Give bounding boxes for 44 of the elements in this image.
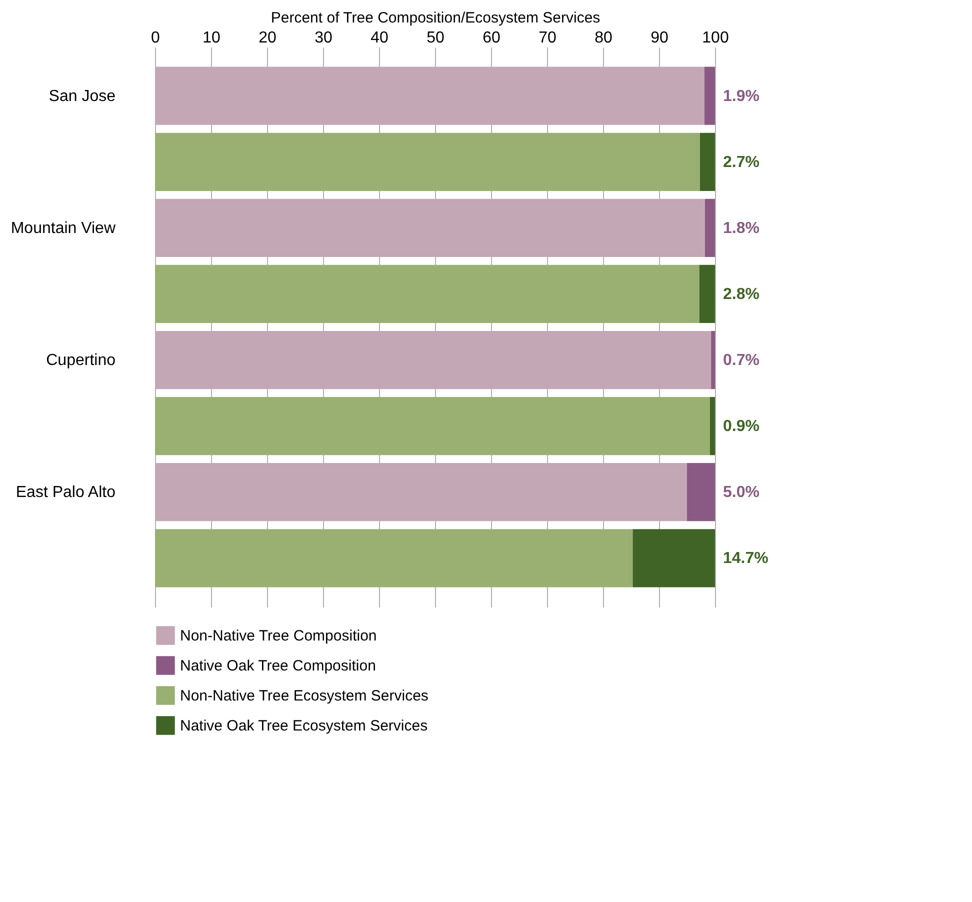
legend-label: Native Oak Tree Ecosystem Services bbox=[180, 718, 428, 734]
data-label: 0.7% bbox=[723, 352, 760, 370]
x-tick-label: 40 bbox=[370, 30, 388, 46]
bar bbox=[710, 397, 715, 456]
x-tick-label: 20 bbox=[258, 30, 276, 46]
data-label: 2.7% bbox=[723, 154, 760, 171]
data-label: 1.8% bbox=[723, 220, 760, 237]
x-tick-label: 10 bbox=[202, 30, 220, 46]
x-tick-label: 80 bbox=[594, 30, 612, 46]
x-tick-label: 60 bbox=[482, 30, 500, 46]
data-label: 14.7% bbox=[723, 550, 768, 568]
bar bbox=[711, 330, 715, 390]
bar bbox=[155, 330, 712, 390]
bar bbox=[700, 132, 715, 191]
y-tick-label: East Palo Alto bbox=[16, 484, 116, 502]
bar bbox=[155, 264, 700, 324]
data-label: 0.9% bbox=[723, 418, 760, 436]
y-tick-label: Cupertino bbox=[46, 352, 116, 370]
data-label: 5.0% bbox=[723, 484, 760, 502]
bar bbox=[155, 529, 633, 588]
bar bbox=[704, 66, 715, 125]
legend-label: Native Oak Tree Composition bbox=[180, 658, 376, 674]
x-tick-label: 0 bbox=[151, 30, 160, 46]
data-label: 1.9% bbox=[723, 88, 760, 105]
x-tick-label: 50 bbox=[426, 30, 444, 46]
bar bbox=[699, 264, 715, 324]
data-label: 2.8% bbox=[723, 286, 760, 303]
x-tick-label: 30 bbox=[314, 30, 332, 46]
bar bbox=[687, 463, 715, 522]
bar bbox=[155, 132, 700, 191]
legend-label: Non-Native Tree Ecosystem Services bbox=[180, 688, 428, 704]
x-tick-label: 100 bbox=[702, 30, 729, 46]
bar bbox=[632, 529, 715, 588]
bar bbox=[155, 66, 704, 125]
bar bbox=[155, 397, 710, 456]
bar bbox=[155, 463, 687, 522]
bar bbox=[155, 198, 705, 257]
y-tick-label: San Jose bbox=[48, 88, 116, 105]
legend-label: Non-Native Tree Composition bbox=[180, 628, 377, 644]
x-tick-label: 70 bbox=[538, 30, 556, 46]
x-axis-title: Percent of Tree Composition/Ecosystem Services bbox=[270, 10, 600, 26]
y-tick-label: Mountain View bbox=[10, 220, 116, 237]
x-tick-label: 90 bbox=[650, 30, 668, 46]
bar bbox=[704, 198, 715, 257]
